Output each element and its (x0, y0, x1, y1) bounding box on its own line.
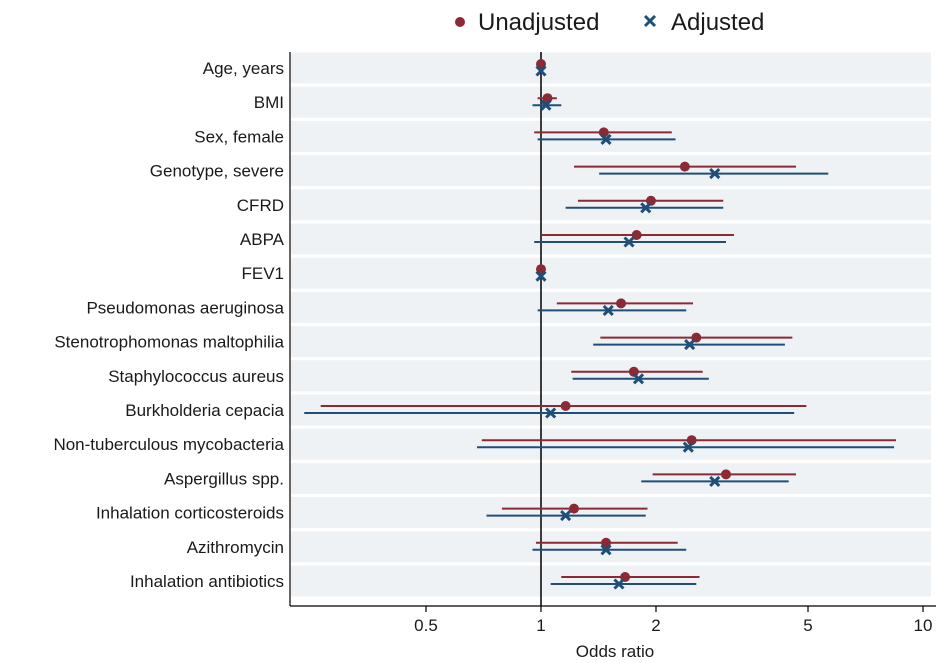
unadjusted-point (679, 161, 690, 172)
adjusted-point (640, 202, 652, 214)
row-band (291, 86, 931, 118)
category-label: Aspergillus spp. (164, 469, 284, 488)
adjusted-point (613, 578, 625, 590)
category-label: FEV1 (241, 264, 284, 283)
x-axis-title: Odds ratio (576, 642, 654, 661)
row-band (291, 257, 931, 289)
category-label: BMI (254, 93, 284, 112)
unadjusted-point (631, 230, 642, 240)
category-label: Burkholderia cepacia (125, 401, 284, 420)
category-labels: Age, years BMI Sex, female Genotype, severe… (53, 59, 284, 591)
category-label: Sex, female (194, 127, 284, 146)
row-band (291, 326, 931, 358)
legend: Unadjusted Adjusted (455, 9, 764, 36)
legend-unadjusted-marker (455, 17, 465, 27)
unadjusted-point (568, 503, 579, 514)
adjusted-point (682, 441, 694, 453)
unadjusted-point (686, 435, 697, 446)
adjusted-point (600, 133, 612, 145)
category-label: Stenotrophomonas maltophilia (54, 333, 284, 352)
row-band (291, 428, 931, 460)
row-band (291, 223, 931, 255)
row-band (291, 189, 931, 221)
x-tick-label: 2 (651, 616, 660, 635)
adjusted-point (535, 270, 547, 282)
legend-adjusted-label: Adjusted (671, 9, 764, 36)
unadjusted-point (628, 366, 639, 377)
adjusted-point (602, 304, 614, 316)
x-tick-label: 10 (914, 616, 933, 635)
legend-unadjusted-label: Unadjusted (478, 9, 599, 36)
adjusted-point (709, 475, 721, 487)
x-axis-ticks: 0.5 1 2 5 10 (414, 606, 932, 635)
row-band (291, 462, 931, 494)
category-label: Genotype, severe (150, 162, 284, 181)
adjusted-point (632, 373, 645, 385)
row-band (291, 394, 931, 426)
category-label: Non-tuberculous mycobacteria (53, 435, 284, 454)
row-band (291, 497, 931, 529)
row-band (291, 565, 931, 597)
unadjusted-point (721, 469, 732, 480)
unadjusted-point (598, 127, 609, 138)
row-band (291, 360, 931, 392)
category-label: Inhalation corticosteroids (96, 504, 284, 523)
x-tick-label: 5 (803, 616, 812, 635)
category-label: Inhalation antibiotics (130, 572, 284, 591)
data-marks (304, 59, 897, 590)
x-tick-label: 1 (536, 616, 545, 635)
category-label: Azithromycin (187, 538, 284, 557)
category-label: Pseudomonas aeruginosa (86, 298, 284, 317)
adjusted-point (545, 407, 557, 419)
row-band (291, 155, 931, 187)
adjusted-point (684, 339, 696, 351)
category-label: Age, years (203, 59, 284, 78)
adjusted-point (623, 236, 635, 248)
adjusted-point (535, 65, 547, 77)
x-tick-label: 0.5 (414, 616, 438, 635)
adjusted-point (600, 544, 612, 556)
adjusted-point (540, 99, 552, 111)
row-band (291, 52, 931, 84)
adjusted-point (560, 510, 572, 522)
category-label: CFRD (237, 196, 284, 215)
legend-adjusted-marker (643, 14, 657, 28)
adjusted-point (709, 168, 721, 180)
unadjusted-point (560, 401, 571, 411)
category-label: ABPA (240, 230, 285, 249)
category-label: Staphylococcus aureus (108, 367, 284, 386)
unadjusted-point (616, 298, 627, 309)
